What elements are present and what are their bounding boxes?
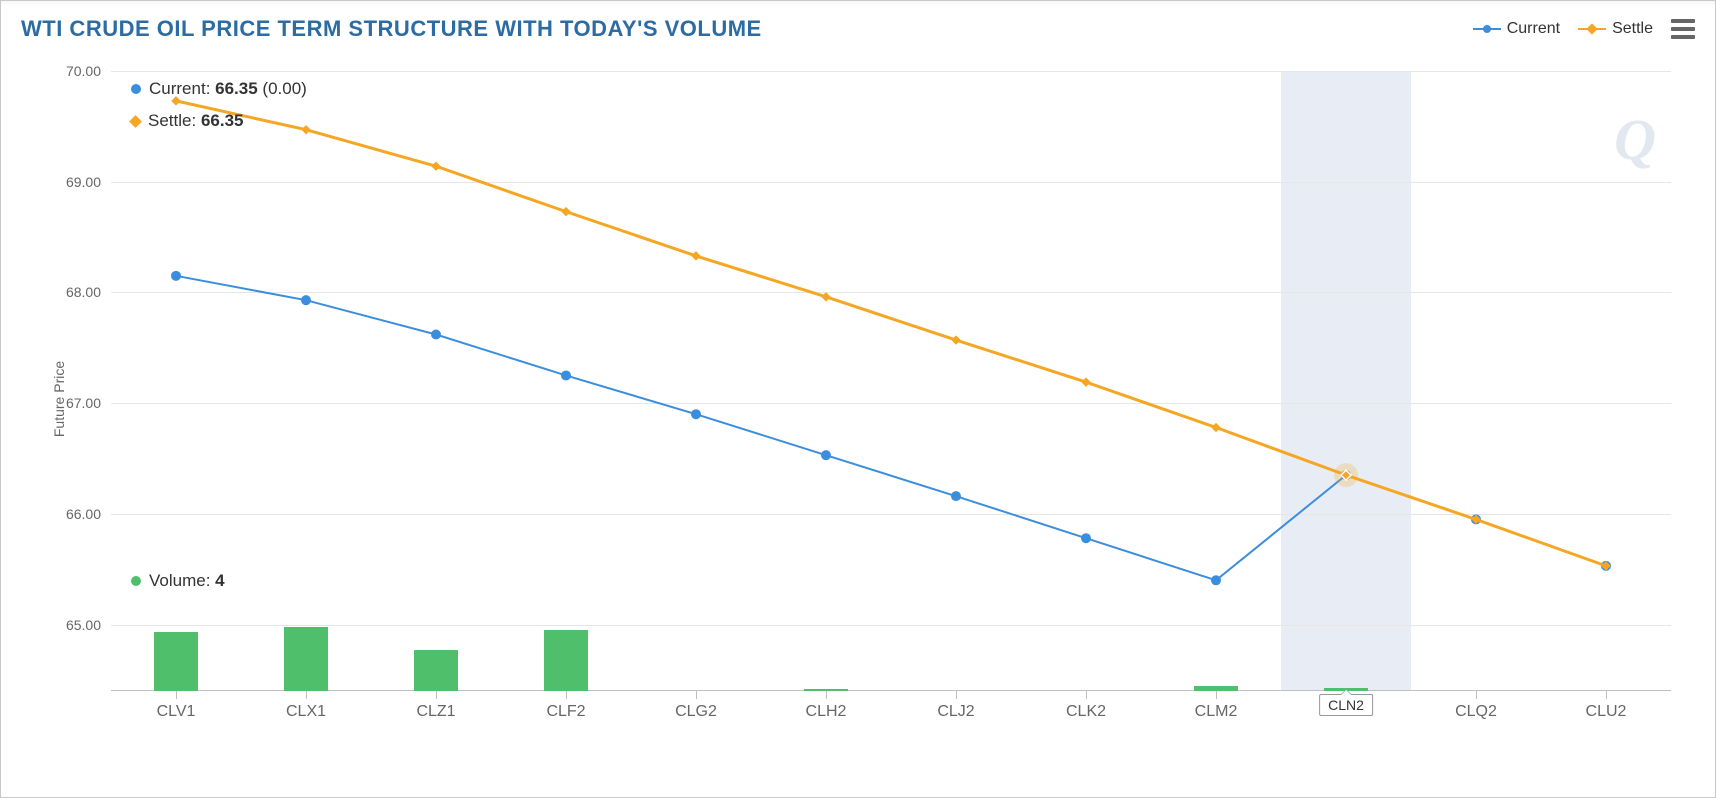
x-tick-label: CLJ2	[937, 703, 974, 721]
x-tick-label: CLU2	[1586, 703, 1627, 721]
callout-text: CLN2	[1328, 697, 1364, 713]
line-series	[111, 71, 1671, 691]
x-tick-label: CLH2	[806, 703, 847, 721]
x-tick-label: CLQ2	[1455, 703, 1497, 721]
hover-info: Current: 66.35 (0.00) Settle: 66.35	[131, 79, 307, 131]
hover-settle-label: Settle	[148, 111, 191, 130]
x-axis-callout: CLN2	[1319, 694, 1373, 716]
current-marker-icon	[131, 84, 141, 94]
hover-current-delta: (0.00)	[262, 79, 306, 98]
y-tick-label: 67.00	[66, 395, 101, 411]
hover-volume-label: Volume	[149, 571, 206, 590]
hover-info-volume: Volume: 4	[131, 571, 225, 591]
volume-marker-icon	[131, 576, 141, 586]
legend-label-current: Current	[1507, 20, 1560, 38]
hover-info-settle: Settle: 66.35	[131, 111, 307, 131]
legend-label-settle: Settle	[1612, 20, 1653, 38]
y-tick-label: 69.00	[66, 174, 101, 190]
legend: Current Settle	[1473, 19, 1695, 39]
x-tick-label: CLX1	[286, 703, 326, 721]
hover-info-current: Current: 66.35 (0.00)	[131, 79, 307, 99]
y-tick-label: 65.00	[66, 617, 101, 633]
legend-swatch-current	[1473, 22, 1501, 36]
x-tick-label: CLG2	[675, 703, 717, 721]
hover-volume-value: 4	[215, 571, 224, 590]
x-tick-label: CLV1	[157, 703, 196, 721]
legend-swatch-settle	[1578, 22, 1606, 36]
hover-current-label: Current	[149, 79, 206, 98]
y-tick-label: 66.00	[66, 506, 101, 522]
settle-marker-icon	[129, 115, 142, 128]
plot-area[interactable]: Q CLV1CLX1CLZ1CLF2CLG2CLH2CLJ2CLK2CLM2CL…	[111, 71, 1671, 691]
x-tick-label: CLF2	[546, 703, 585, 721]
chart-title: WTI CRUDE OIL PRICE TERM STRUCTURE WITH …	[21, 16, 762, 42]
hover-settle-value: 66.35	[201, 111, 244, 130]
chart-frame: WTI CRUDE OIL PRICE TERM STRUCTURE WITH …	[0, 0, 1716, 798]
y-axis-title: Future Price	[51, 361, 67, 437]
y-tick-label: 68.00	[66, 284, 101, 300]
legend-item-current[interactable]: Current	[1473, 20, 1560, 38]
hover-current-value: 66.35	[215, 79, 258, 98]
y-tick-label: 70.00	[66, 63, 101, 79]
x-tick-label: CLM2	[1195, 703, 1238, 721]
legend-item-settle[interactable]: Settle	[1578, 20, 1653, 38]
x-tick-label: CLK2	[1066, 703, 1106, 721]
x-tick-label: CLZ1	[416, 703, 455, 721]
chart-menu-icon[interactable]	[1671, 19, 1695, 39]
title-row: WTI CRUDE OIL PRICE TERM STRUCTURE WITH …	[21, 11, 1695, 47]
